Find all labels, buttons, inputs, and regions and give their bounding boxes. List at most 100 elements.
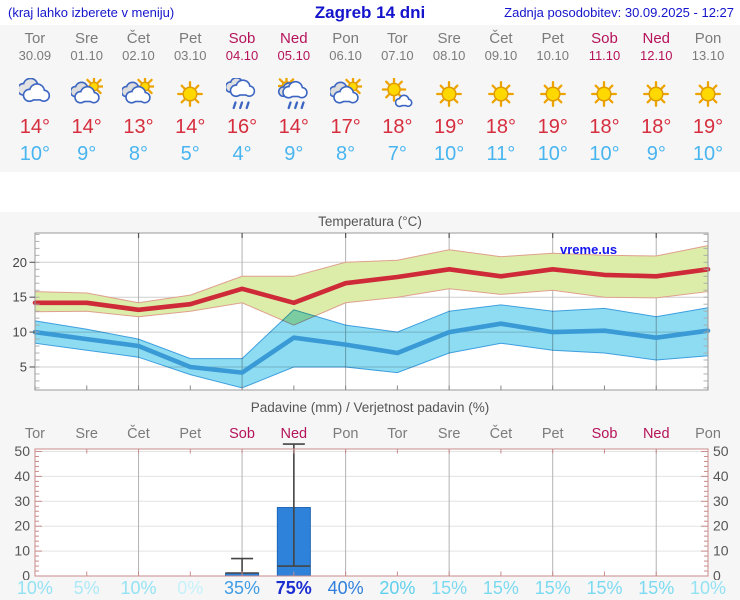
precip-y-label-left: 0 [22, 568, 30, 581]
day-date: 11.10 [588, 48, 621, 63]
day-date: 09.10 [484, 48, 518, 63]
forecast-day: Pon 06.10 17° 8° [320, 30, 372, 167]
tmax-value: 14° [278, 116, 309, 138]
day-date: 10.10 [536, 48, 569, 63]
temperature-chart: 5 10 15 20 vreme.us [13, 232, 711, 391]
day-date: 12.10 [639, 48, 673, 63]
precip-day-label: Tor [24, 426, 45, 442]
tmin-value: 10° [589, 143, 620, 165]
precip-day-label: Sre [75, 426, 98, 442]
day-date: 04.10 [225, 48, 259, 63]
precip-probability: 10% [16, 578, 53, 598]
temp-y-label: 10 [13, 325, 27, 340]
precip-y-label-right: 30 [713, 493, 729, 509]
tmin-value: 9° [77, 143, 97, 165]
precipitation-chart: 0 0 10 10 20 20 30 30 40 40 50 50 [14, 443, 729, 581]
tmax-line [32, 266, 711, 313]
day-date: 07.10 [381, 48, 414, 63]
day-name: Pon [694, 30, 722, 47]
precip-probability: 15% [431, 578, 468, 598]
sunny-icon [588, 78, 620, 110]
section-divider [0, 172, 740, 212]
day-name: Sob [228, 30, 256, 47]
tmin-value: 8° [336, 143, 356, 165]
tmin-value: 9° [284, 143, 304, 165]
day-name: Sre [75, 30, 99, 47]
tmax-value: 14° [175, 116, 206, 138]
precip-probability: 5% [73, 578, 100, 598]
sunny-icon [692, 78, 724, 110]
sunny-icon [485, 78, 517, 110]
forecast-day: Čet 09.10 18° 11° [475, 30, 527, 167]
temp-y-label: 20 [13, 255, 27, 270]
precip-day-labels: Tor Sre Čet Pet Sob Ned Pon Tor Sre Čet Pet Sob Ned P… [9, 426, 734, 442]
tmin-value: 7° [387, 143, 407, 165]
precip-y-label-right: 40 [713, 468, 729, 484]
precip-y-label-left: 10 [14, 543, 30, 559]
day-date: 08.10 [432, 48, 466, 63]
precip-day-label: Čet [127, 426, 150, 442]
forecast-strip: Tor 30.09 14° 10° Sre 01.10 14° 9° Čet 02.10 13° 8°… [9, 30, 734, 167]
temp-y-label: 5 [20, 359, 27, 374]
precip-y-label-right: 10 [713, 543, 729, 559]
forecast-day: Ned 05.10 14° 9° [268, 30, 320, 167]
tmin-value: 10° [434, 143, 465, 165]
mostly-sunny-icon [381, 77, 413, 110]
precip-y-label-left: 20 [14, 518, 30, 534]
page-header: (kraj lahko izberete v meniju) Zagreb 14… [0, 0, 740, 25]
precip-day-label: Čet [489, 426, 513, 442]
precip-day-label: Pon [695, 426, 721, 442]
forecast-day: Ned 12.10 18° 9° [630, 30, 682, 167]
day-date: 02.10 [122, 48, 155, 63]
forecast-day: Sob 04.10 16° 4° [216, 30, 268, 167]
temperature-chart-title: Temperatura (°C) [318, 214, 422, 229]
precip-probability: 15% [534, 578, 571, 598]
day-date: 01.10 [70, 48, 103, 63]
forecast-day: Sre 01.10 14° 9° [61, 30, 113, 167]
forecast-day: Pon 13.10 19° 10° [682, 30, 734, 167]
tmax-value: 13° [123, 116, 154, 138]
tmax-value: 19° [537, 116, 568, 138]
partly-sunny-icon [69, 76, 105, 110]
tmin-value: 8° [128, 143, 149, 165]
sunny-icon [640, 78, 672, 110]
sunny-icon [537, 78, 569, 110]
day-name: Tor [24, 30, 46, 47]
precip-day-label: Sob [229, 426, 255, 442]
tmax-value: 18° [589, 116, 620, 138]
tmax-value: 19° [692, 116, 724, 138]
tmin-value: 11° [486, 143, 516, 165]
day-name: Čet [126, 30, 151, 47]
precip-probability: 15% [586, 578, 623, 598]
sun-rain-icon [275, 75, 310, 110]
precip-day-label: Pon [332, 426, 359, 442]
page-title: Zagreb 14 dni [314, 3, 426, 22]
forecast-day: Tor 30.09 14° 10° [9, 30, 61, 167]
day-name: Ned [642, 30, 671, 47]
precip-probability: 10% [120, 578, 157, 598]
day-name: Ned [280, 30, 308, 47]
precip-probability: 15% [638, 578, 675, 598]
tmin-value: 10° [537, 143, 568, 165]
precip-y-label-left: 40 [14, 468, 30, 484]
forecast-day: Sre 08.10 19° 10° [423, 30, 475, 167]
precip-probability: 10% [690, 578, 727, 598]
vreme-watermark-link[interactable]: vreme.us [560, 242, 617, 257]
precip-y-label-left: 30 [14, 493, 30, 509]
day-date: 13.10 [691, 48, 725, 63]
tmax-value: 18° [641, 116, 672, 138]
sunny-icon [174, 78, 206, 110]
day-name: Tor [386, 30, 408, 47]
precip-probability-row: 10% 5% 10% 0% 35% 75% 40% 20% 15% 15% 15% 15% 15% 10% [9, 577, 734, 599]
tmax-value: 19° [434, 116, 465, 138]
day-date: 30.09 [18, 48, 52, 63]
precip-y-label-right: 0 [713, 568, 721, 581]
tmax-value: 17° [330, 116, 361, 138]
temp-y-label: 15 [13, 290, 27, 305]
precip-probability: 20% [379, 578, 416, 598]
location-hint: (kraj lahko izberete v meniju) [8, 5, 175, 20]
day-date: 06.10 [329, 48, 362, 63]
tmax-value: 14° [19, 116, 51, 138]
precip-probability: 75% [275, 578, 312, 598]
precip-day-label: Pet [179, 426, 202, 442]
